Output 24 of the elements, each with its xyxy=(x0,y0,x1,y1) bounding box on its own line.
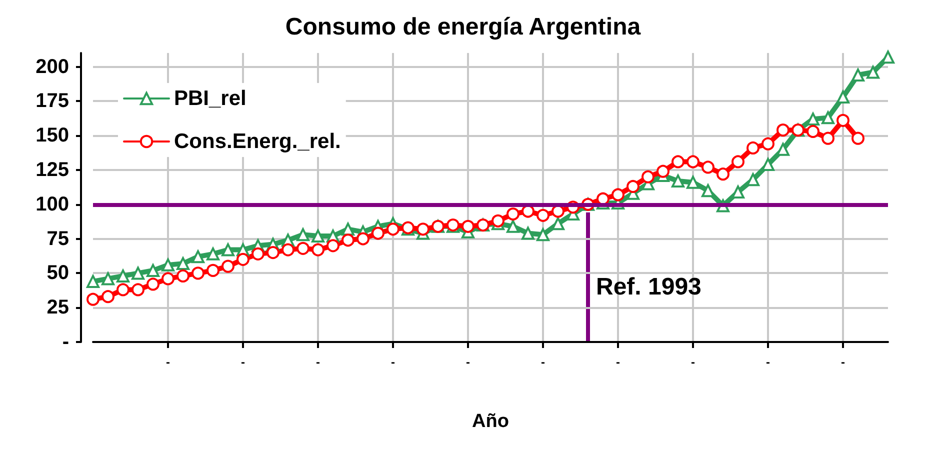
y-tick-label: 125 xyxy=(36,158,69,181)
y-tick-label: 25 xyxy=(46,296,69,319)
y-tick-label: 50 xyxy=(46,262,69,284)
x-tick-label: - xyxy=(391,355,395,369)
x-tick-label: - xyxy=(691,355,695,369)
x-tick-label: - xyxy=(241,355,245,369)
legend-label: Cons.Energ._rel. xyxy=(174,130,341,153)
annotation: Ref. 1993 xyxy=(596,273,702,300)
x-tick-label: - xyxy=(166,355,170,369)
x-tick-label: - xyxy=(841,355,845,369)
y-tick-label: 150 xyxy=(36,124,69,147)
y-tick-label: 175 xyxy=(36,90,69,112)
x-axis-title: Año xyxy=(472,411,509,432)
chart-title: Consumo de energía Argentina xyxy=(285,14,642,40)
y-tick-label: 200 xyxy=(36,56,69,78)
x-tick-label: - xyxy=(541,355,545,369)
y-tick-label: 75 xyxy=(46,228,69,250)
y-tick-label: 100 xyxy=(36,193,69,216)
legend-label: PBI_rel xyxy=(174,87,246,110)
x-tick-label: - xyxy=(766,355,770,369)
x-tick-label: - xyxy=(616,355,620,369)
x-tick-label: - xyxy=(316,355,320,369)
x-tick-label: - xyxy=(466,355,470,369)
y-tick-label: - xyxy=(62,331,69,353)
